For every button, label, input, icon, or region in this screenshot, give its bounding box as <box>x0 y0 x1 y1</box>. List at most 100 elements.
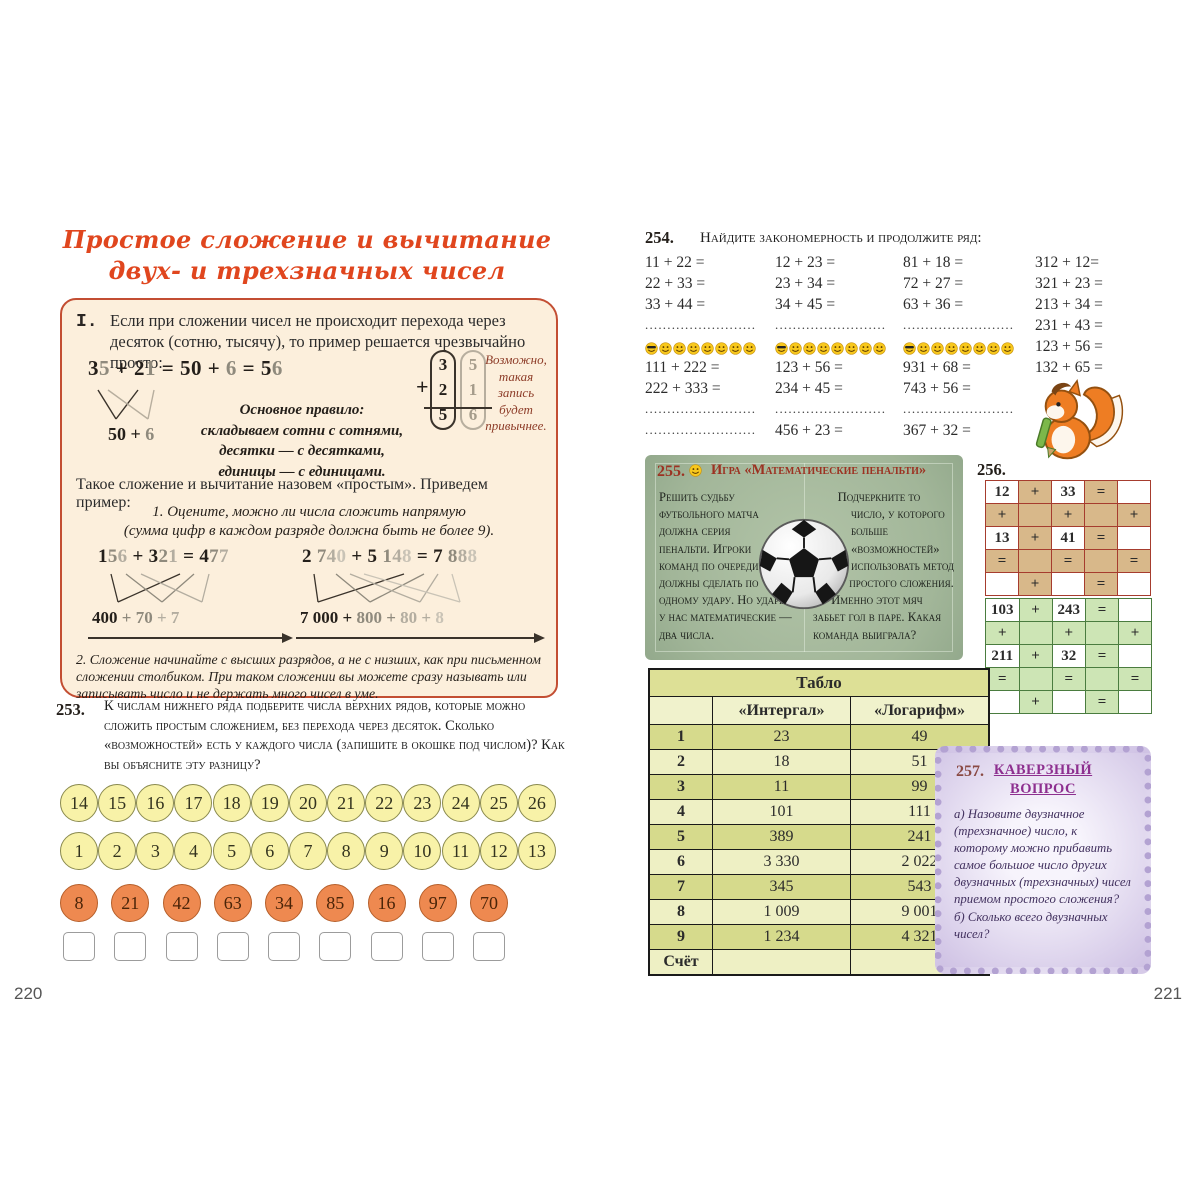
formula-decomposition: 50 + 6 <box>108 424 154 445</box>
exercise-item: 743 + 56 = <box>903 380 971 397</box>
smiley-icon <box>701 342 714 355</box>
column-addition-units: 5 1 6 <box>460 350 486 430</box>
smiley-icon <box>931 342 944 355</box>
step1-line2: (сумма цифр в каждом разряде должна быть… <box>123 523 495 539</box>
scoreboard-header-cell: «Логарифм» <box>850 696 990 725</box>
number-circle: 20 <box>288 784 327 822</box>
grid-cell: = <box>1085 598 1119 622</box>
digit-segment: 7 000 <box>300 608 339 627</box>
dotted-answer-line: ......................... <box>903 401 1015 416</box>
digit-segment: 1 <box>98 546 108 567</box>
dotted-answer-line: ......................... <box>903 317 1015 332</box>
task-257-text-a: а) Назовите двузначное (трехзначное) чис… <box>954 807 1131 906</box>
main-rule-line: десятки — с десятками, <box>219 443 385 459</box>
answer-box <box>421 932 454 961</box>
grid-cell-empty <box>1018 621 1053 645</box>
task-257-heading: КАВЕРЗНЫЙ ВОПРОС <box>954 761 1132 799</box>
smiley-icon <box>859 342 872 355</box>
step2-paragraph: 2. Сложение начинайте с высших разрядов,… <box>76 652 541 701</box>
number-circle: 15 <box>98 784 137 822</box>
number-circle: 14 <box>60 784 98 822</box>
grid-cell: + <box>1018 690 1053 714</box>
exercise-item: 132 + 65 = <box>1035 359 1103 376</box>
digit-segment: + <box>126 424 146 444</box>
grid-cell: = <box>1084 572 1118 596</box>
grid-cell-empty <box>985 690 1020 714</box>
column-addition-digit: 5 <box>468 355 478 374</box>
column-addition-note: Возможно, такая запись будет привычнее. <box>485 352 547 433</box>
page-number-right: 221 <box>1153 984 1182 1003</box>
digit-link-lines <box>110 573 210 603</box>
digit-link-lines <box>313 573 461 603</box>
wink-emoji-icon <box>689 464 702 482</box>
exercise-item: 63 + 36 = <box>903 296 964 313</box>
smiley-icon <box>873 342 886 355</box>
number-circle-cell: 42 <box>162 884 201 961</box>
answer-box <box>114 932 147 961</box>
scoreboard-cell: 1 234 <box>712 924 851 950</box>
task-257-text-b: б) Сколько всего двузначных чисел? <box>954 910 1108 941</box>
exercise-item: 231 + 43 = <box>1035 317 1103 334</box>
scoreboard-header-cell <box>648 696 713 725</box>
exercise-column: 312 + 12= 321 + 23 = 213 + 34 = 231 + 43 = 1… <box>1035 254 1161 380</box>
grid-cell: = <box>1051 549 1085 573</box>
grid-cell: 12 <box>985 480 1019 504</box>
grid-cell: 32 <box>1051 644 1086 668</box>
scoreboard-title-row: Табло <box>648 668 990 697</box>
digit-segment: 5 <box>99 356 110 380</box>
formula-example: 35 + 21 = 50 + 6 = 56 <box>88 356 283 381</box>
scoreboard-cell: 1 009 <box>712 899 851 925</box>
number-circle: 2 <box>98 832 137 870</box>
smiley-icon <box>831 342 844 355</box>
example1-decomposition: 400 + 70 + 7 <box>92 608 179 628</box>
grid-cell-empty <box>1085 621 1119 645</box>
scoreboard-cell: 345 <box>712 874 851 900</box>
grid-cell: = <box>1118 667 1152 691</box>
grid-cell: 41 <box>1051 526 1085 550</box>
exercise-item: 111 + 222 = <box>645 359 720 376</box>
column-addition: + 3 2 5 5 1 6 <box>416 350 516 436</box>
rule-box-numeral: I. <box>76 312 98 332</box>
grid-cell: + <box>1117 503 1151 527</box>
smiley-icon <box>673 342 686 355</box>
grid-cell: = <box>1117 549 1151 573</box>
number-circle: 12 <box>479 832 518 870</box>
task-253-number: 253. <box>56 700 85 719</box>
digit-segment: 5 <box>260 356 272 380</box>
grid-cell: + <box>985 503 1019 527</box>
example1-expression: 156 + 321 = 477 <box>98 546 229 568</box>
scoreboard-cell: 11 <box>712 774 851 800</box>
grid-cell-empty <box>1018 549 1052 573</box>
dotted-answer-line: ......................... <box>775 401 887 416</box>
number-row-middle: 1 2 3 4 5 6 7 8 9 10 11 12 13 <box>60 832 556 870</box>
smiley-icon <box>817 342 830 355</box>
smiley-icon <box>645 342 658 355</box>
number-circle: 42 <box>162 884 201 922</box>
smiley-icon <box>917 342 930 355</box>
page-title-line1: Простое сложение и вычитание <box>62 225 552 254</box>
digit-segment: 70 <box>135 608 153 627</box>
exercise-item: 72 + 27 = <box>903 275 964 292</box>
exercise-item: 23 + 34 = <box>775 275 836 292</box>
digit-segment: 2 <box>158 546 169 567</box>
digit-segment: 7 <box>170 608 180 627</box>
exercise-item: 931 + 68 = <box>903 359 971 376</box>
scoreboard-cell: 5 <box>648 824 713 850</box>
number-circle: 7 <box>288 832 327 870</box>
number-circle: 4 <box>174 832 213 870</box>
column-addition-digit: 2 <box>438 380 448 399</box>
scoreboard-cell: 2 <box>648 749 713 775</box>
exercise-item: 123 + 56 = <box>1035 338 1103 355</box>
exercise-column: 81 + 18 = 72 + 27 = 63 + 36 =.............… <box>903 254 1029 443</box>
answer-box <box>165 932 198 961</box>
task-256-grid-2: 103 +243 = + + +211 +32 = = = = + = <box>985 598 1152 714</box>
grid-cell-empty <box>1117 572 1151 596</box>
smiley-icon <box>729 342 742 355</box>
grid-cell: = <box>1084 526 1118 550</box>
smiley-icon <box>689 464 702 477</box>
scoreboard-table: Табло «Интергал» «Логарифм» 1 23 49 2 18 5 1 3 11 99… <box>648 668 990 976</box>
digit-segment: 6 <box>145 424 155 444</box>
page-number-left: 220 <box>14 984 43 1003</box>
number-circle: 8 <box>60 884 98 922</box>
digit-segment: 1 <box>382 546 393 567</box>
